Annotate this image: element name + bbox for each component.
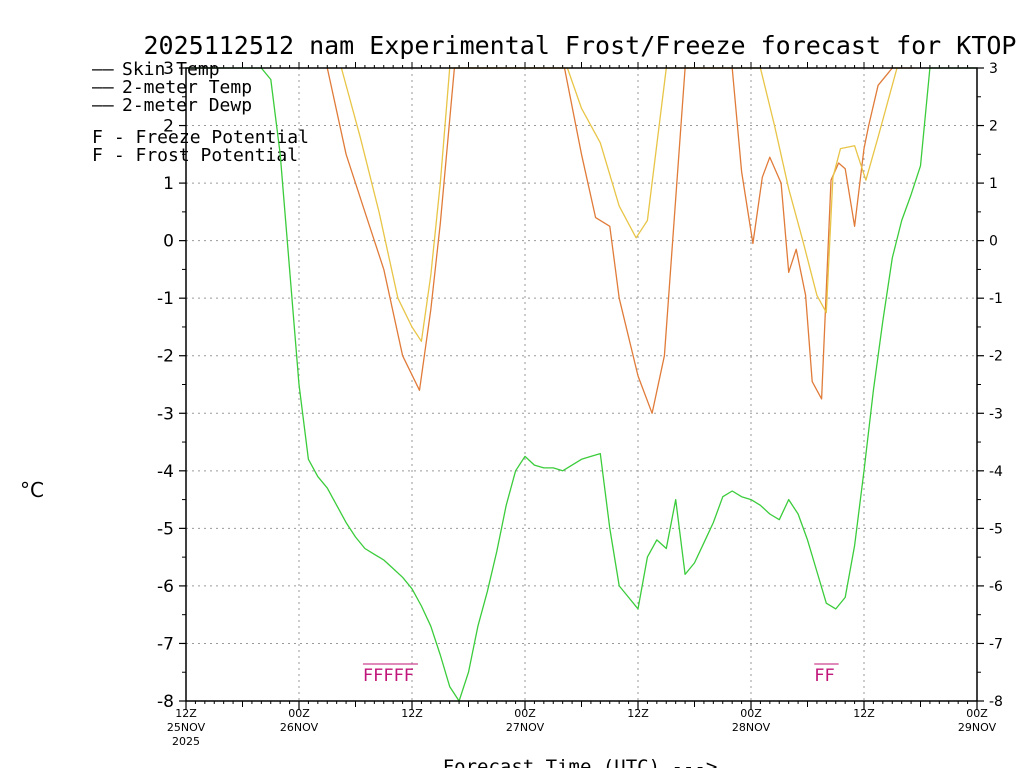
legend-skin-temp: —— Skin Temp — [92, 59, 220, 80]
y-tick-label-left: 2 — [163, 117, 174, 137]
legend-2m-dewp: —— 2-meter Dewp — [92, 95, 252, 116]
freeze-annotations: FFFFF FF — [363, 663, 839, 686]
chart-title: 2025112512 nam Experimental Frost/Freeze… — [144, 31, 1017, 60]
x-axis-label: Forecast Time (UTC) ---> — [443, 756, 718, 768]
legend-frost: F - Frost Potential — [92, 145, 298, 166]
y-tick-label-left: -5 — [157, 519, 174, 539]
x-tick-date: 27NOV — [506, 721, 545, 734]
y-axis-ticks: 3 3 2 2 1 1 0 0 -1 -1 -2 -2 -3 -3 -4 -4 -5 -5 -6 -6 -7 -7 -8 -8 — [157, 59, 1003, 712]
y-tick-label-left: -4 — [157, 462, 174, 482]
series-line-2-meter-dewp — [186, 67, 977, 702]
y-tick-label-left: 0 — [163, 232, 174, 252]
y-tick-label-right: -6 — [989, 579, 1003, 595]
x-tick-time: 12Z — [175, 707, 197, 720]
y-tick-label-left: -1 — [157, 289, 174, 309]
y-tick-label-left: -8 — [157, 692, 174, 712]
x-tick-date: 25NOV — [167, 721, 206, 734]
legend-freeze: F - Freeze Potential — [92, 127, 309, 148]
y-tick-label-left: -3 — [157, 404, 174, 424]
series-lines — [186, 67, 977, 702]
freeze-potential-mark: FFFFF — [363, 666, 414, 686]
y-tick-label-right: -2 — [989, 349, 1003, 365]
y-tick-label-right: 3 — [989, 61, 998, 77]
x-tick-date: 28NOV — [732, 721, 771, 734]
y-tick-label-left: -7 — [157, 634, 174, 654]
y-tick-label-left: 3 — [163, 59, 174, 79]
x-tick-year: 2025 — [172, 735, 200, 748]
x-tick-time: 00Z — [966, 707, 988, 720]
y-tick-label-right: 2 — [989, 119, 998, 135]
y-tick-label-right: -8 — [989, 694, 1003, 710]
y-tick-label-right: -5 — [989, 521, 1003, 537]
y-tick-label-right: 0 — [989, 234, 998, 250]
y-tick-label-right: -7 — [989, 636, 1003, 652]
x-tick-date: 29NOV — [958, 721, 997, 734]
x-tick-date: 26NOV — [280, 721, 319, 734]
legend-label-2m-temp: 2-meter Temp — [122, 77, 252, 98]
y-tick-label-left: -2 — [157, 347, 174, 367]
x-tick-time: 00Z — [740, 707, 762, 720]
legend-swatch-skin-temp: —— — [92, 59, 114, 80]
x-tick-time: 12Z — [401, 707, 423, 720]
x-tick-time: 00Z — [514, 707, 536, 720]
legend-swatch-2m-temp: —— — [92, 77, 114, 98]
y-tick-label-right: 1 — [989, 176, 998, 192]
y-axis-label: °C — [20, 478, 44, 502]
legend-swatch-frost: F — [92, 145, 103, 166]
legend-label-freeze: - Freeze Potential — [103, 127, 309, 148]
y-tick-label-left: -6 — [157, 577, 174, 597]
legend: —— Skin Temp —— 2-meter Temp —— 2-meter … — [92, 59, 309, 166]
y-tick-label-right: -4 — [989, 464, 1003, 480]
legend-swatch-2m-dewp: —— — [92, 95, 114, 116]
legend-label-2m-dewp: 2-meter Dewp — [122, 95, 252, 116]
grid — [186, 68, 977, 701]
legend-2m-temp: —— 2-meter Temp — [92, 77, 252, 98]
y-tick-label-right: -3 — [989, 406, 1003, 422]
y-tick-label-left: 1 — [163, 174, 174, 194]
series-line-skin-temp — [326, 67, 914, 414]
x-tick-time: 00Z — [288, 707, 310, 720]
legend-label-frost: - Frost Potential — [103, 145, 298, 166]
legend-label-skin-temp: Skin Temp — [122, 59, 220, 80]
series-line-2-meter-temp — [340, 67, 898, 342]
legend-swatch-freeze: F — [92, 127, 103, 148]
plot-frame — [185, 67, 978, 702]
freeze-potential-mark: FF — [814, 666, 834, 686]
y-tick-label-right: -1 — [989, 291, 1003, 307]
x-tick-time: 12Z — [853, 707, 875, 720]
x-tick-time: 12Z — [627, 707, 649, 720]
